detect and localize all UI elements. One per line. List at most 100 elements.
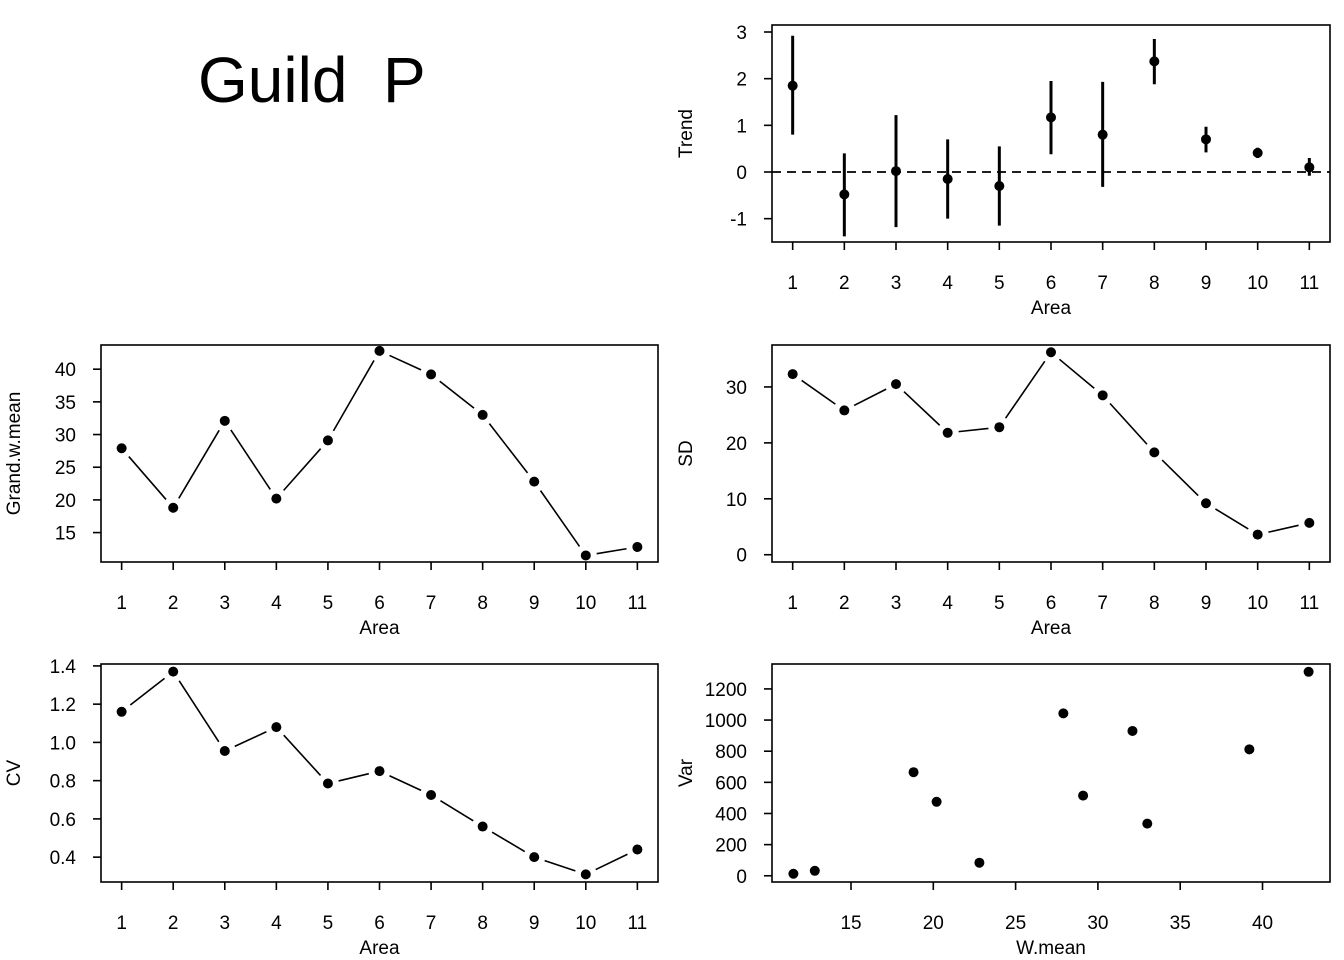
y-tick-label: -1 xyxy=(730,210,747,231)
y-tick-label: 1200 xyxy=(705,680,747,701)
x-tick-label: 8 xyxy=(1149,593,1160,614)
x-tick-label: 7 xyxy=(1097,593,1108,614)
x-tick-label: 1 xyxy=(787,273,798,294)
x-tick-label: 3 xyxy=(219,593,230,614)
data-point xyxy=(116,443,127,454)
plot-frame xyxy=(771,344,1331,563)
data-point xyxy=(580,550,591,561)
x-tick-label: 4 xyxy=(942,593,953,614)
x-tick-label: 15 xyxy=(840,913,861,934)
y-tick-label: 0 xyxy=(736,867,747,888)
series-segment xyxy=(488,423,529,474)
x-tick-label: 4 xyxy=(942,273,953,294)
x-tick-label: 40 xyxy=(1252,913,1273,934)
series-segment xyxy=(595,853,628,871)
x-tick-label: 25 xyxy=(1005,913,1026,934)
y-tick-label: 0.8 xyxy=(50,772,76,793)
data-point xyxy=(891,379,901,390)
x-tick-label: 11 xyxy=(628,593,648,614)
series-segment xyxy=(853,388,887,407)
series-segment xyxy=(544,859,576,872)
data-point xyxy=(116,706,127,717)
y-tick-label: 35 xyxy=(55,393,76,414)
data-point xyxy=(219,746,230,757)
data-point xyxy=(1201,134,1211,145)
x-tick-label: 30 xyxy=(1087,913,1108,934)
series-segment xyxy=(801,379,836,405)
data-point xyxy=(1304,162,1315,173)
x-tick-label: 1 xyxy=(116,593,127,614)
x-tick-label: 11 xyxy=(628,913,648,934)
data-point xyxy=(1046,347,1056,358)
series-segment xyxy=(1004,360,1046,419)
y-tick-label: 3 xyxy=(736,23,747,44)
data-point xyxy=(1252,529,1263,540)
series-segment xyxy=(1268,524,1299,533)
y-tick-label: 2 xyxy=(736,70,747,91)
x-tick-label: 35 xyxy=(1170,913,1191,934)
series-segment xyxy=(178,680,220,743)
x-tick-label: 5 xyxy=(994,593,1005,614)
series-segment xyxy=(178,429,220,499)
data-point xyxy=(1078,790,1089,801)
x-tick-label: 1 xyxy=(787,593,798,614)
x-tick-label: 6 xyxy=(374,913,385,934)
series-segment xyxy=(958,427,989,433)
series-segment xyxy=(338,772,369,782)
x-tick-label: 9 xyxy=(1201,273,1212,294)
series-segment xyxy=(596,547,627,555)
data-point xyxy=(809,865,820,876)
sd-panel: 1 2 3 4 5 6 7 8 9 10 11 0 10 20 30 Area SD xyxy=(676,344,1331,639)
x-tick-label: 5 xyxy=(994,273,1005,294)
x-tick-label: 3 xyxy=(891,593,902,614)
x-tick-label: 9 xyxy=(1201,593,1212,614)
plot-frame xyxy=(771,663,1331,883)
x-tick-label: 3 xyxy=(891,273,902,294)
data-point xyxy=(1149,56,1160,67)
series-segment xyxy=(1109,402,1148,445)
data-point xyxy=(426,789,437,800)
x-axis-label: Area xyxy=(1031,618,1072,639)
data-point xyxy=(477,409,488,420)
data-point xyxy=(1303,666,1314,677)
data-point xyxy=(787,369,798,380)
y-axis-label: Grand.w.mean xyxy=(4,392,25,516)
data-point xyxy=(168,666,179,677)
data-point xyxy=(891,166,901,177)
x-tick-label: 4 xyxy=(271,913,282,934)
x-tick-label: 9 xyxy=(529,913,540,934)
page-title: Guild P xyxy=(198,44,426,116)
y-tick-label: 40 xyxy=(55,360,76,381)
x-axis-label: Area xyxy=(1031,298,1072,319)
y-tick-label: 0.4 xyxy=(50,848,77,869)
x-tick-label: 10 xyxy=(575,913,596,934)
x-tick-label: 3 xyxy=(219,913,230,934)
series-segment xyxy=(389,774,422,792)
y-tick-label: 600 xyxy=(715,773,747,794)
series-segment xyxy=(903,391,941,426)
x-tick-label: 20 xyxy=(923,913,944,934)
x-tick-label: 6 xyxy=(374,593,385,614)
data-point xyxy=(219,415,230,426)
y-tick-label: 800 xyxy=(715,742,747,763)
x-tick-label: 2 xyxy=(168,593,179,614)
x-tick-label: 7 xyxy=(426,593,437,614)
data-point xyxy=(1127,725,1138,736)
y-tick-label: 0 xyxy=(736,546,747,567)
data-point xyxy=(529,852,540,863)
grand-w-mean-panel: 1 2 3 4 5 6 7 8 9 10 11 15 20 25 30 35 40 Area Grand.w.mea… xyxy=(4,344,659,639)
data-point xyxy=(322,778,333,789)
x-tick-label: 8 xyxy=(477,593,488,614)
data-point xyxy=(632,541,643,552)
series-segment xyxy=(234,731,267,748)
y-tick-label: 20 xyxy=(55,491,76,512)
y-axis-label: Trend xyxy=(676,109,697,158)
y-tick-label: 10 xyxy=(726,490,747,511)
data-point xyxy=(322,435,333,446)
series-segment xyxy=(491,831,526,853)
data-point xyxy=(839,189,850,200)
series-segment xyxy=(283,734,322,776)
series-segment xyxy=(230,429,271,490)
plot-frame xyxy=(100,344,659,563)
